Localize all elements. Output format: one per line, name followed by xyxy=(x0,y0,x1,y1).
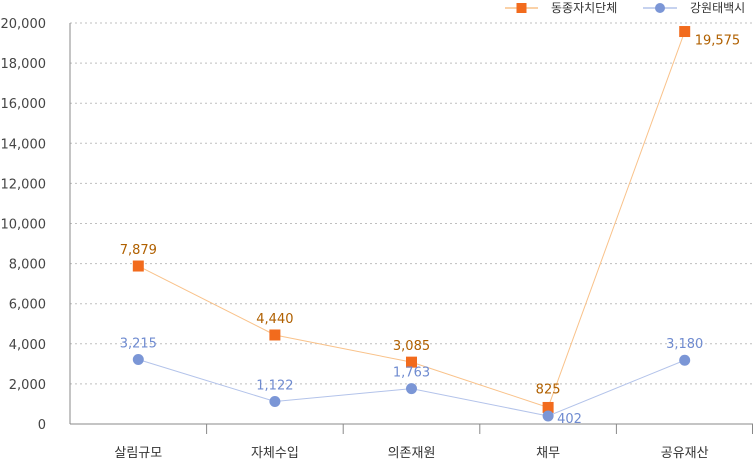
data-label: 1,763 xyxy=(393,366,430,381)
data-label: 3,180 xyxy=(666,337,703,352)
y-tick-label: 0 xyxy=(38,418,46,433)
y-tick-label: 2,000 xyxy=(9,378,46,393)
y-tick-label: 6,000 xyxy=(9,298,46,313)
x-tick-label: 채무 xyxy=(536,446,560,460)
x-tick-label: 공유재산 xyxy=(661,446,709,460)
legend-label: 동종자치단체 xyxy=(551,1,617,15)
data-label: 3,215 xyxy=(120,337,157,352)
data-label: 3,085 xyxy=(393,339,430,354)
data-label: 1,122 xyxy=(256,379,293,394)
x-tick-labels: 살림규모 자체수입 의존재원 채무 공유재산 xyxy=(114,424,753,460)
data-point-square xyxy=(679,26,691,38)
y-tick-label: 18,000 xyxy=(1,57,47,72)
data-point-circle xyxy=(542,410,554,422)
legend: 동종자치단체 강원태백시 xyxy=(505,1,745,15)
legend-square-icon xyxy=(516,3,527,13)
legend-circle-icon xyxy=(655,3,665,13)
data-label: 7,879 xyxy=(120,243,157,258)
grid xyxy=(70,22,753,385)
data-point-square xyxy=(269,329,281,341)
data-label: 402 xyxy=(557,412,582,427)
data-label: 825 xyxy=(536,382,561,397)
y-tick-label: 20,000 xyxy=(1,17,47,32)
data-point-circle xyxy=(269,396,281,408)
legend-label: 강원태백시 xyxy=(690,1,745,15)
y-tick-label: 8,000 xyxy=(9,258,46,273)
y-tick-label: 10,000 xyxy=(1,218,47,233)
x-tick-label: 살림규모 xyxy=(114,446,162,460)
data-label: 4,440 xyxy=(256,312,293,327)
series: 7,879 4,440 3,085 825 19,575 3,215 1,122 1,763 4… xyxy=(120,26,741,427)
data-point-square xyxy=(406,356,417,368)
data-point-square xyxy=(132,260,144,272)
data-point-circle xyxy=(406,383,417,395)
y-tick-label: 4,000 xyxy=(9,338,46,353)
data-point-square xyxy=(542,401,554,413)
y-tick-label: 16,000 xyxy=(1,97,47,112)
x-tick-label: 의존재원 xyxy=(388,446,436,460)
x-tick-label: 자체수입 xyxy=(251,446,299,460)
data-point-circle xyxy=(679,354,691,366)
y-tick-label: 12,000 xyxy=(1,177,47,192)
y-tick-label: 14,000 xyxy=(1,137,47,152)
data-label: 19,575 xyxy=(695,34,741,49)
axes xyxy=(69,23,753,425)
data-point-circle xyxy=(132,354,144,366)
y-tick-labels: 0 2,000 4,000 6,000 8,000 10,000 12,000 14,000 1… xyxy=(1,17,47,433)
